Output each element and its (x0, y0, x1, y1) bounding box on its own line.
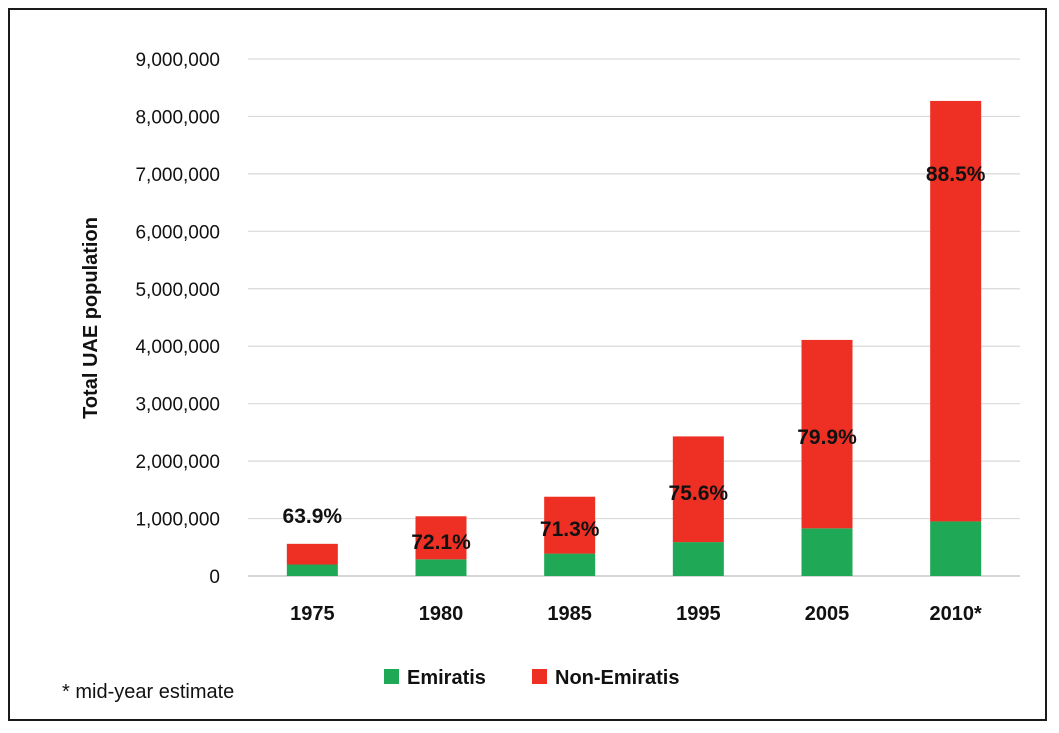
bar-emiratis-2010 (930, 521, 982, 576)
bar-non-emiratis-1980 (415, 516, 467, 560)
legend-swatch-emiratis (384, 669, 399, 684)
chart-frame (8, 8, 1047, 721)
y-tick-label: 8,000,000 (135, 107, 220, 128)
bar-non-emiratis-1995 (672, 436, 724, 543)
x-tick-label: 2010* (930, 603, 982, 625)
y-tick-label: 1,000,000 (135, 510, 220, 531)
legend-swatch-non-emiratis (532, 669, 547, 684)
legend: Emiratis Non-Emiratis (384, 667, 679, 689)
bar-emiratis-2005 (801, 528, 853, 576)
bar-emiratis-1995 (672, 542, 724, 576)
data-label-percent: 79.9% (797, 426, 857, 449)
data-label-percent: 75.6% (669, 482, 729, 505)
y-tick-label: 6,000,000 (135, 222, 220, 243)
y-tick-label: 4,000,000 (135, 337, 220, 358)
data-label-percent: 63.9% (283, 505, 343, 528)
data-label-percent: 88.5% (926, 163, 986, 186)
y-tick-label: 5,000,000 (135, 280, 220, 301)
bar-non-emiratis-2010 (930, 100, 982, 522)
x-tick-label: 2005 (805, 603, 850, 625)
x-tick-label: 1980 (419, 603, 464, 625)
legend-label: Non-Emiratis (555, 667, 679, 689)
y-tick-label: 2,000,000 (135, 452, 220, 473)
x-tick-label: 1995 (676, 603, 721, 625)
x-tick-label: 1985 (547, 603, 592, 625)
bar-non-emiratis-1985 (544, 496, 596, 554)
x-tick-label: 1975 (290, 603, 335, 625)
bars (286, 100, 982, 576)
bar-non-emiratis-2005 (801, 339, 853, 529)
data-label-percent: 71.3% (540, 518, 600, 541)
y-axis-ticks: 0 1,000,000 2,000,000 3,000,000 4,000,000 5,0… (135, 50, 220, 588)
bar-non-emiratis-1975 (286, 543, 338, 565)
y-axis-title: Total UAE population (80, 217, 102, 419)
y-tick-label: 3,000,000 (135, 395, 220, 416)
bar-emiratis-1980 (415, 559, 467, 576)
legend-label: Emiratis (407, 667, 486, 689)
bar-emiratis-1975 (286, 564, 338, 576)
x-axis-ticks: 1975 1980 1985 1995 2005 2010* (290, 603, 982, 625)
y-tick-label: 7,000,000 (135, 165, 220, 186)
y-tick-label: 9,000,000 (135, 50, 220, 71)
y-tick-label: 0 (209, 567, 220, 588)
data-labels: 63.9% 72.1% 71.3% 75.6% 79.9% 88.5% (283, 163, 986, 554)
footnote: * mid-year estimate (62, 681, 234, 703)
gridlines (248, 58, 1020, 577)
data-label-percent: 72.1% (411, 531, 471, 554)
bar-emiratis-1985 (544, 553, 596, 576)
